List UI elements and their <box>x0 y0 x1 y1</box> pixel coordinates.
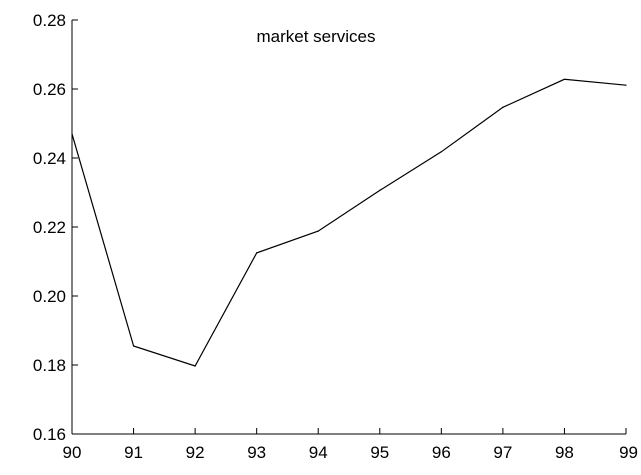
data-point <box>379 189 381 192</box>
data-point <box>132 345 135 347</box>
x-axis: 90 91 92 93 94 95 96 97 98 99 <box>63 428 638 462</box>
y-tick-label: 0.20 <box>33 287 66 306</box>
data-point <box>440 151 442 153</box>
data-point <box>256 252 258 254</box>
y-tick-label: 0.28 <box>33 11 66 30</box>
series-group <box>71 78 627 367</box>
x-tick-label: 96 <box>432 443 451 462</box>
x-tick-label: 94 <box>309 443 328 462</box>
series-line <box>71 78 627 367</box>
x-tick-label: 93 <box>247 443 266 462</box>
y-tick-label: 0.16 <box>33 425 66 444</box>
y-axis: 0.16 0.18 0.20 0.22 0.24 0.26 0.28 <box>33 11 78 444</box>
data-point <box>317 230 319 232</box>
data-point <box>563 78 566 80</box>
data-point <box>194 365 196 367</box>
x-tick-label: 99 <box>619 443 638 462</box>
x-tick-label: 98 <box>555 443 574 462</box>
x-tick-label: 97 <box>493 443 512 462</box>
x-tick-label: 90 <box>63 443 82 462</box>
y-tick-label: 0.24 <box>33 149 66 168</box>
chart-title: market services <box>256 27 375 46</box>
data-point <box>502 106 504 108</box>
x-tick-label: 91 <box>124 443 143 462</box>
y-tick-label: 0.18 <box>33 356 66 375</box>
data-point <box>71 133 73 135</box>
y-tick-label: 0.26 <box>33 80 66 99</box>
data-point <box>625 84 627 86</box>
x-tick-label: 92 <box>186 443 205 462</box>
y-tick-label: 0.22 <box>33 218 66 237</box>
x-tick-label: 95 <box>370 443 389 462</box>
